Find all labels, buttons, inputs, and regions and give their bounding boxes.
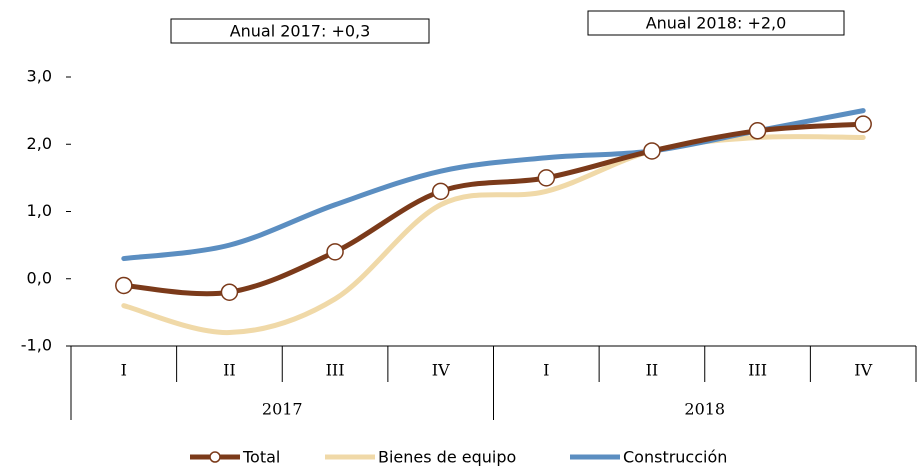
marker	[220, 283, 239, 301]
legend-label: Construcción	[623, 448, 727, 467]
annotation: Anual 2017: +0,3	[230, 22, 371, 41]
series-line	[121, 134, 866, 336]
x-tick-label: I	[543, 361, 549, 380]
x-tick-label: I	[121, 361, 127, 380]
marker	[326, 243, 344, 261]
y-tick-label: 1,0	[27, 201, 52, 220]
x-tick-label: III	[748, 361, 767, 380]
x-tick-label: II	[223, 361, 236, 380]
marker	[431, 182, 450, 201]
legend-marker	[209, 451, 221, 463]
group-label: 2018	[684, 400, 725, 419]
y-tick-label: 3,0	[27, 67, 52, 86]
y-tick-label: 2,0	[27, 134, 52, 153]
annotation-box	[170, 18, 430, 44]
y-tick-label: -1,0	[21, 336, 52, 355]
marker	[115, 276, 133, 295]
annotation: Anual 2018: +2,0	[646, 14, 787, 33]
x-tick-label: III	[326, 361, 345, 380]
annotation-box	[587, 10, 845, 36]
group-label: 2017	[262, 400, 303, 419]
marker	[748, 122, 767, 140]
x-tick-label: II	[646, 361, 659, 380]
x-tick-label: IV	[432, 361, 450, 380]
legend-label: Bienes de equipo	[378, 448, 516, 467]
x-tick-label: IV	[854, 361, 872, 380]
marker	[854, 115, 872, 133]
y-tick-label: 0,0	[27, 268, 52, 287]
marker	[643, 142, 661, 160]
marker	[537, 169, 556, 187]
series-line	[121, 121, 866, 297]
legend-label: Total	[242, 448, 280, 467]
